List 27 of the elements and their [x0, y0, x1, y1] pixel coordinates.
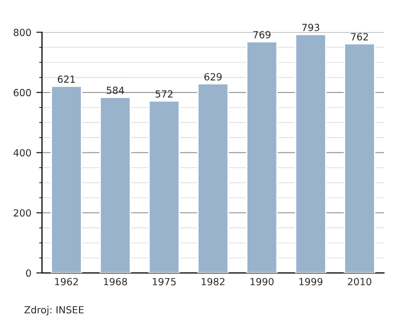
data-label: 584 — [106, 86, 124, 94]
bar — [50, 85, 82, 273]
bar — [148, 100, 180, 273]
bar — [197, 83, 229, 273]
y-tick-label: 400 — [14, 149, 31, 156]
data-label: 762 — [351, 33, 368, 40]
x-tick-label: 2010 — [348, 278, 372, 286]
x-tick-label: 1968 — [104, 278, 127, 286]
bar — [246, 40, 278, 273]
data-label: 629 — [204, 73, 222, 80]
y-tick-label: 800 — [14, 28, 31, 36]
text: Zdroj: INSEE — [24, 306, 84, 316]
x-tick-label: 1982 — [202, 278, 224, 286]
data-label: 621 — [58, 76, 75, 83]
bar — [99, 96, 132, 273]
x-tick-label: 1999 — [299, 278, 322, 286]
data-label: 793 — [302, 24, 320, 32]
bar — [344, 43, 376, 273]
bar — [294, 34, 327, 273]
y-tick-label: 0 — [26, 269, 31, 277]
y-tick-label: 200 — [14, 209, 31, 217]
x-tick-label: 1990 — [250, 278, 274, 286]
data-label: 769 — [253, 31, 270, 38]
data-label: 572 — [156, 90, 172, 98]
x-tick-label: 1975 — [152, 278, 176, 286]
y-tick-label: 600 — [14, 88, 31, 96]
x-tick-label: 1962 — [55, 278, 78, 286]
